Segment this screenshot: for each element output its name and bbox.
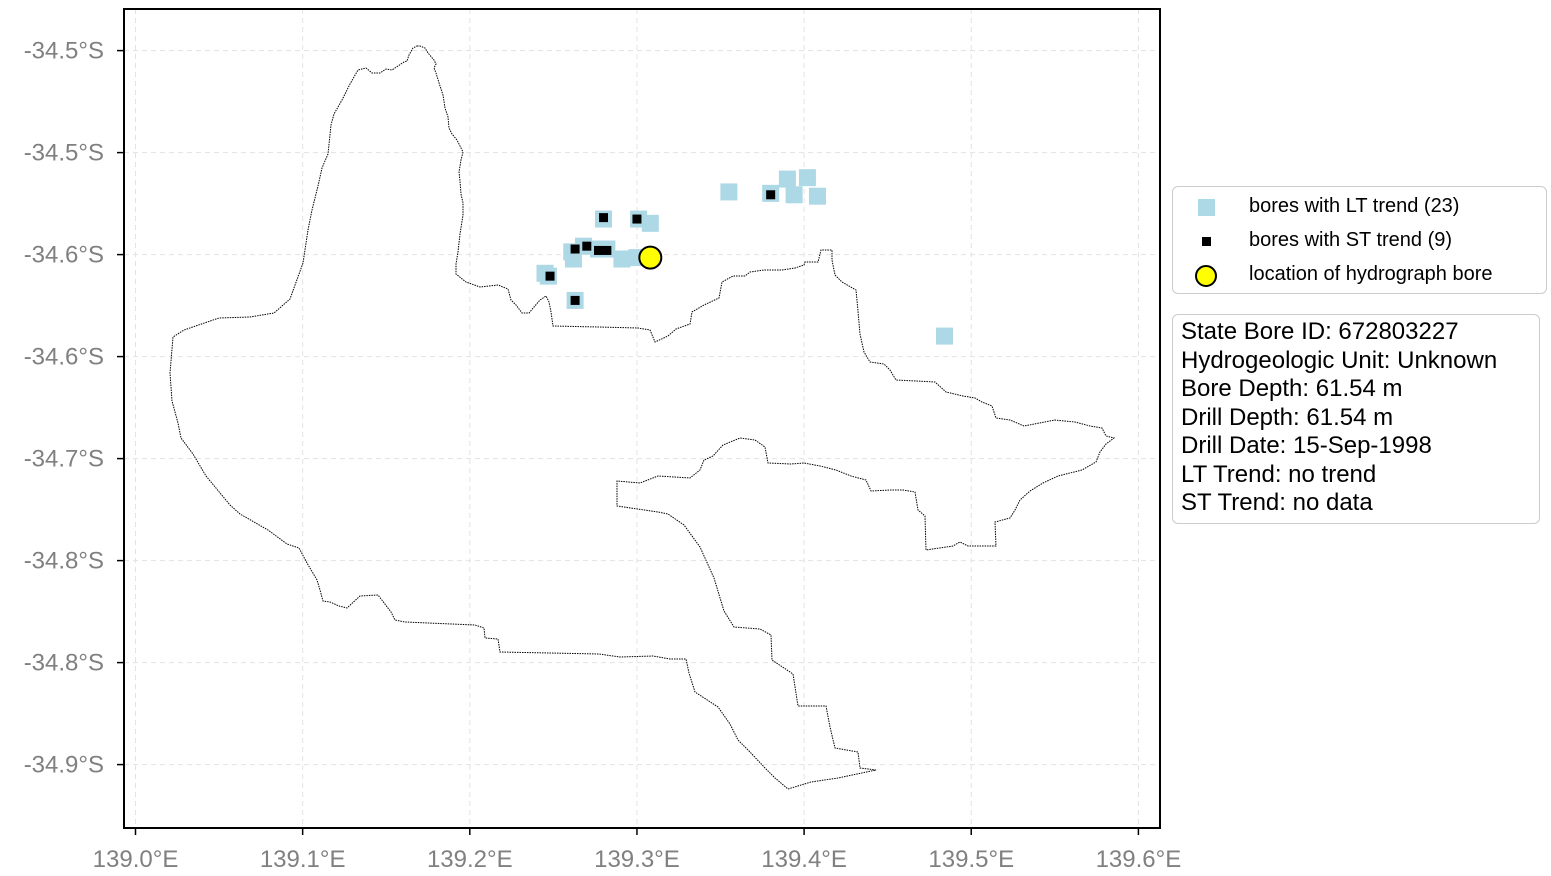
legend-item-lt: bores with LT trend (23)	[1173, 191, 1546, 221]
st-trend-bore-point	[570, 295, 580, 305]
lt-trend-bore-point	[613, 250, 631, 268]
x-tick-label: 139.2°E	[427, 846, 513, 873]
info-drill-date: Drill Date: 15-Sep-1998	[1181, 432, 1432, 459]
hydrograph-bore-point	[638, 245, 663, 270]
st-trend-bore-point	[599, 213, 609, 223]
y-tick-label: -34.8°S	[24, 548, 104, 575]
lt-trend-bore-point	[936, 327, 954, 345]
square-marker-icon	[1198, 199, 1215, 216]
legend-label: location of hydrograph bore	[1249, 263, 1493, 285]
lt-trend-bore-point	[641, 214, 659, 232]
st-trend-bore-point	[545, 271, 555, 281]
x-tick-label: 139.0°E	[93, 846, 179, 873]
info-st-trend: ST Trend: no data	[1181, 489, 1373, 516]
x-tick-label: 139.1°E	[260, 846, 346, 873]
lt-trend-bore-point	[720, 183, 738, 201]
x-tick-label: 139.3°E	[594, 846, 680, 873]
x-tick-label: 139.4°E	[761, 846, 847, 873]
st-trend-bore-point	[594, 245, 604, 255]
gridlines	[124, 9, 1160, 828]
y-tick-label: -34.6°S	[24, 344, 104, 371]
st-trend-bore-point	[766, 190, 776, 200]
lt-trend-bore-point	[778, 170, 796, 188]
lt-trend-bore-point	[785, 186, 803, 204]
lt-trend-bore-point	[808, 187, 826, 205]
legend: bores with LT trend (23) bores with ST t…	[1172, 186, 1547, 294]
info-drill-depth: Drill Depth: 61.54 m	[1181, 403, 1394, 431]
y-tick-label: -34.7°S	[24, 446, 104, 473]
bore-info-box: State Bore ID: 672803227 Hydrogeologic U…	[1172, 314, 1540, 524]
info-lt-trend: LT Trend: no trend	[1181, 460, 1377, 488]
st-trend-bore-point	[632, 214, 642, 224]
info-hydro-unit: Hydrogeologic Unit: Unknown	[1181, 346, 1498, 374]
data-points	[536, 169, 954, 345]
circle-marker-icon	[1195, 265, 1217, 287]
info-bore-id: State Bore ID: 672803227	[1181, 318, 1459, 345]
lt-trend-bore-point	[564, 250, 582, 268]
legend-label: bores with ST trend (9)	[1249, 229, 1453, 251]
st-trend-bore-point	[582, 241, 592, 251]
axis-ticks: 139.0°E 139.1°E 139.2°E 139.3°E 139.4°E 139.5…	[24, 38, 1182, 873]
legend-item-hydrograph: location of hydrograph bore	[1173, 259, 1546, 289]
y-tick-label: -34.9°S	[24, 752, 104, 779]
lt-trend-bore-point	[798, 169, 816, 187]
region-boundary	[169, 45, 1116, 790]
y-tick-label: -34.6°S	[24, 242, 104, 269]
info-bore-depth: Bore Depth: 61.54 m	[1181, 375, 1403, 402]
st-trend-bore-point	[602, 245, 612, 255]
st-trend-bore-point	[570, 244, 580, 254]
x-tick-label: 139.6°E	[1096, 846, 1182, 873]
axes-frame	[123, 8, 1161, 829]
y-tick-label: -34.5°S	[24, 140, 104, 167]
square-marker-icon	[1202, 237, 1211, 246]
legend-item-st: bores with ST trend (9)	[1173, 225, 1546, 255]
y-tick-label: -34.5°S	[24, 38, 104, 65]
legend-label: bores with LT trend (23)	[1249, 195, 1460, 217]
y-tick-label: -34.8°S	[24, 650, 104, 677]
x-tick-label: 139.5°E	[928, 846, 1014, 873]
